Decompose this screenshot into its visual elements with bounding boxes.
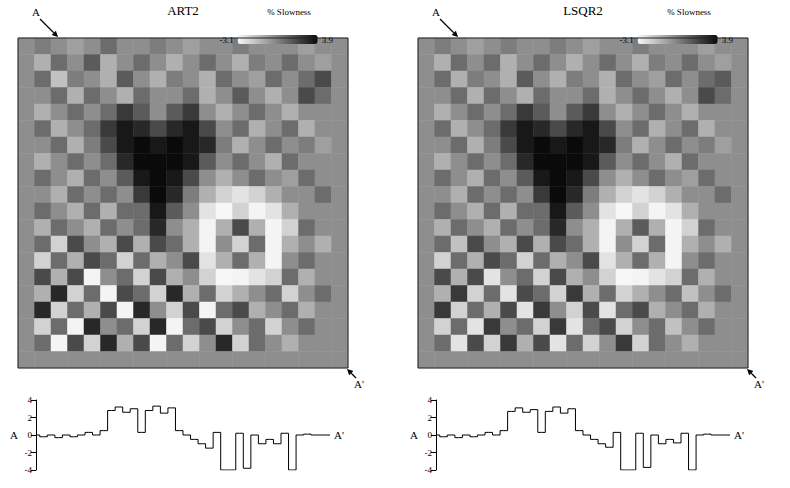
svg-text:A: A bbox=[410, 429, 418, 441]
svg-text:% Slowness: % Slowness bbox=[667, 7, 711, 17]
svg-text:A': A' bbox=[354, 378, 364, 390]
svg-text:0: 0 bbox=[428, 430, 433, 440]
svg-text:A': A' bbox=[754, 378, 764, 390]
svg-text:-4: -4 bbox=[425, 465, 433, 475]
svg-text:2: 2 bbox=[428, 413, 433, 423]
svg-text:4: 4 bbox=[28, 395, 33, 405]
svg-text:A: A bbox=[10, 429, 18, 441]
svg-text:-3.1: -3.1 bbox=[620, 35, 634, 45]
svg-text:3.9: 3.9 bbox=[322, 35, 334, 45]
svg-text:-2: -2 bbox=[425, 448, 433, 458]
svg-text:2: 2 bbox=[28, 413, 33, 423]
svg-text:-4: -4 bbox=[25, 465, 33, 475]
svg-text:4: 4 bbox=[428, 395, 433, 405]
svg-text:A: A bbox=[432, 6, 440, 18]
svg-text:A: A bbox=[32, 6, 40, 18]
svg-text:% Slowness: % Slowness bbox=[267, 7, 311, 17]
svg-text:-2: -2 bbox=[25, 448, 33, 458]
svg-text:A': A' bbox=[334, 429, 344, 441]
svg-text:3.9: 3.9 bbox=[722, 35, 734, 45]
svg-text:-3.1: -3.1 bbox=[220, 35, 234, 45]
svg-text:0: 0 bbox=[28, 430, 33, 440]
svg-text:LSQR2: LSQR2 bbox=[563, 3, 603, 18]
svg-text:A': A' bbox=[734, 429, 744, 441]
svg-text:ART2: ART2 bbox=[167, 3, 199, 18]
